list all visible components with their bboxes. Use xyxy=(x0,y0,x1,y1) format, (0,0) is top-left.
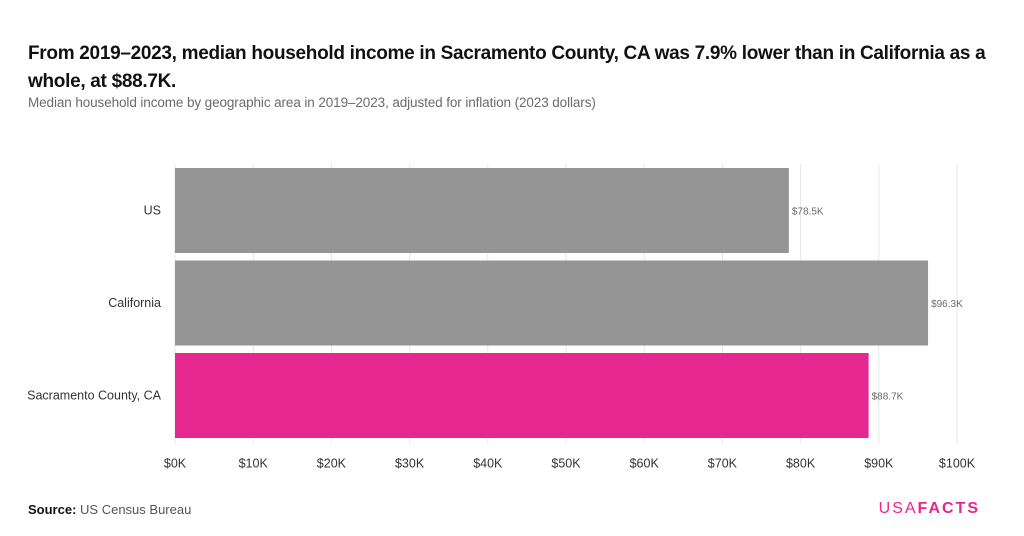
data-label: $78.5K xyxy=(792,207,824,218)
data-label: $88.7K xyxy=(872,392,904,403)
source-value: US Census Bureau xyxy=(80,502,192,517)
x-tick-label: $10K xyxy=(239,457,269,471)
x-axis-tick-labels: $0K $10K $20K $30K $40K $50K $60K $70K $80K $90K $… xyxy=(164,457,976,471)
x-tick-label: $60K xyxy=(630,457,660,471)
source-note: Source: US Census Bureau xyxy=(28,502,191,517)
category-label: US xyxy=(144,204,161,218)
data-labels: $78.5K $96.3K $88.7K xyxy=(792,207,963,403)
x-tick-label: $90K xyxy=(864,457,894,471)
x-tick-label: $20K xyxy=(317,457,347,471)
chart-title: From 2019–2023, median household income … xyxy=(28,43,986,92)
x-tick-label: $0K xyxy=(164,457,187,471)
x-tick-label: $50K xyxy=(551,457,581,471)
category-label: California xyxy=(108,296,161,310)
x-tick-label: $30K xyxy=(395,457,425,471)
x-tick-label: $70K xyxy=(708,457,738,471)
source-label: Source: xyxy=(28,502,77,517)
bars xyxy=(175,168,929,438)
usafacts-logo: USAFACTS xyxy=(879,500,980,518)
bar-chart: US California Sacramento County, CA $78.5K… xyxy=(27,164,976,471)
chart-subtitle: Median household income by geographic ar… xyxy=(28,95,596,110)
category-labels: US California Sacramento County, CA xyxy=(27,204,162,403)
bar xyxy=(175,168,789,253)
logo-part-facts: FACTS xyxy=(917,500,980,517)
bar xyxy=(175,353,869,438)
x-tick-label: $100K xyxy=(939,457,976,471)
logo-part-usa: USA xyxy=(878,500,918,517)
x-tick-label: $40K xyxy=(473,457,503,471)
data-label: $96.3K xyxy=(931,299,963,310)
x-tick-label: $80K xyxy=(786,457,816,471)
category-label: Sacramento County, CA xyxy=(27,389,162,403)
bar xyxy=(175,260,929,346)
